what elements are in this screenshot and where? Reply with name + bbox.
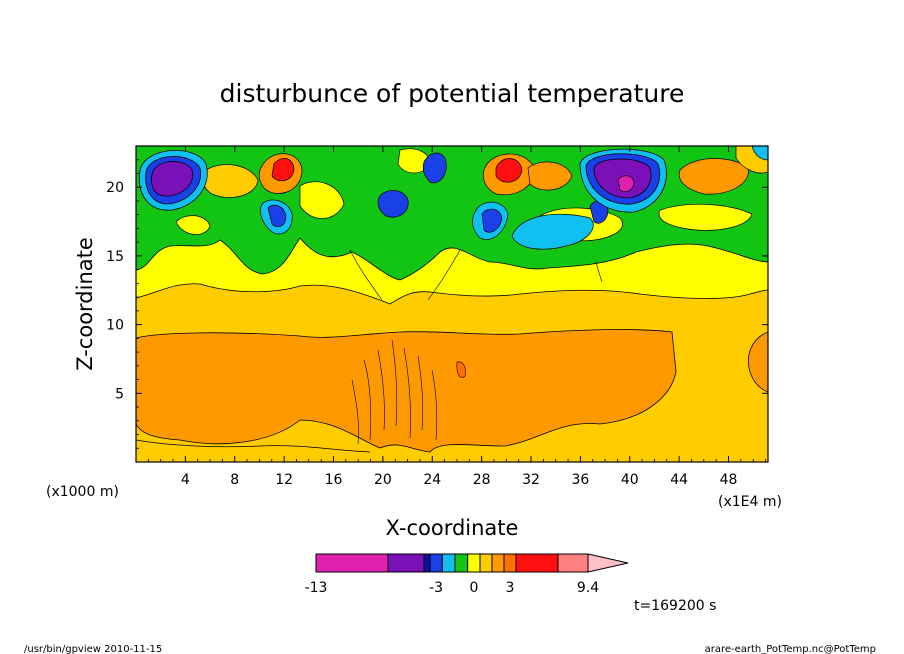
region-cold-core-20: [377, 190, 409, 218]
colorbar-bin: [429, 553, 443, 573]
region-upper-yellow-pocket-1: [175, 215, 211, 235]
colorbar-bin: [503, 553, 517, 573]
region-cold-core-left-purple: [151, 161, 194, 197]
x-tick-label: 44: [670, 472, 688, 488]
colorbar-bin: [515, 553, 559, 573]
x-tick-label: 36: [571, 472, 589, 488]
region-cold-core-33: [511, 213, 594, 250]
chart-title: disturbunce of potential temperature: [220, 79, 685, 108]
x-unit-left: (x1000 m): [46, 484, 119, 500]
region-right-warm-patch: [748, 331, 768, 393]
x-tick-label: 40: [621, 472, 639, 488]
y-tick-label: 5: [115, 386, 124, 402]
time-label: t=169200 s: [634, 598, 716, 614]
x-tick-label: 8: [230, 472, 239, 488]
x-tick-label: 20: [374, 472, 392, 488]
footer-left: /usr/bin/gpview 2010-11-15: [24, 644, 162, 654]
colorbar-bin: [557, 553, 589, 573]
colorbar-bin: [479, 553, 493, 573]
x-tick-label: 4: [181, 472, 190, 488]
x-tick-label: 32: [522, 472, 540, 488]
y-tick-label: 10: [106, 318, 124, 334]
region-upper-yellow-pocket-4: [658, 203, 753, 231]
plot-area: [136, 146, 768, 462]
region-cold-core-10-blue: [267, 204, 287, 228]
colorbar-bin: [467, 553, 481, 573]
x-tick-label: 28: [473, 472, 491, 488]
colorbar-tick-labels: -13 -3 0 3 9.4: [305, 580, 600, 596]
region-warm-blob-45: [678, 158, 749, 195]
colorbar: [315, 553, 629, 573]
region-cold-top-right: [751, 146, 768, 161]
region-cold-core-28-blue: [481, 208, 503, 233]
colorbar-tick-label: 0: [470, 580, 479, 596]
x-axis-label: X-coordinate: [386, 516, 519, 540]
y-tick-label: 20: [106, 180, 124, 196]
region-hot-core-30: [495, 158, 523, 183]
x-tick-label: 48: [720, 472, 738, 488]
colorbar-arrow: [587, 553, 629, 573]
central-plume-contours: [349, 249, 603, 445]
region-lower-warm-band: [136, 329, 677, 453]
colorbar-tick-label: -3: [429, 580, 443, 596]
contour-surface: [136, 439, 371, 453]
region-upper-yellow-pocket-2: [299, 181, 345, 219]
region-small-warm-spot: [456, 361, 466, 378]
region-cold-core-24: [422, 152, 447, 184]
y-tick-label: 15: [106, 249, 124, 265]
x-tick-label: 12: [275, 472, 293, 488]
colorbar-bin: [387, 553, 425, 573]
region-hot-core-12: [271, 157, 295, 182]
y-axis-label: Z-coordinate: [73, 237, 97, 371]
region-warm-blob-33: [527, 161, 573, 191]
x-tick-label: 16: [325, 472, 343, 488]
colorbar-tick-label: 3: [506, 580, 515, 596]
colorbar-bin: [423, 553, 431, 573]
y-axis: 5 10 15 20: [106, 159, 768, 449]
colorbar-bin: [454, 553, 469, 573]
x-tick-label: 24: [423, 472, 441, 488]
x-unit-right: (x1E4 m): [718, 494, 782, 510]
colorbar-bin: [491, 553, 505, 573]
footer-right: arare-earth_PotTemp.nc@PotTemp: [705, 644, 876, 654]
colorbar-tick-label: -13: [305, 580, 328, 596]
colorbar-bin: [315, 553, 389, 573]
region-cold-core-right-magenta: [617, 175, 635, 192]
colorbar-bin: [441, 553, 456, 573]
region-cold-core-34-blue: [589, 200, 609, 224]
x-axis: 4 8 12 16 20 24 28 32 36 40 44 48: [147, 146, 766, 488]
plot-frame: [135, 145, 769, 463]
colorbar-tick-label: 9.4: [577, 580, 599, 596]
